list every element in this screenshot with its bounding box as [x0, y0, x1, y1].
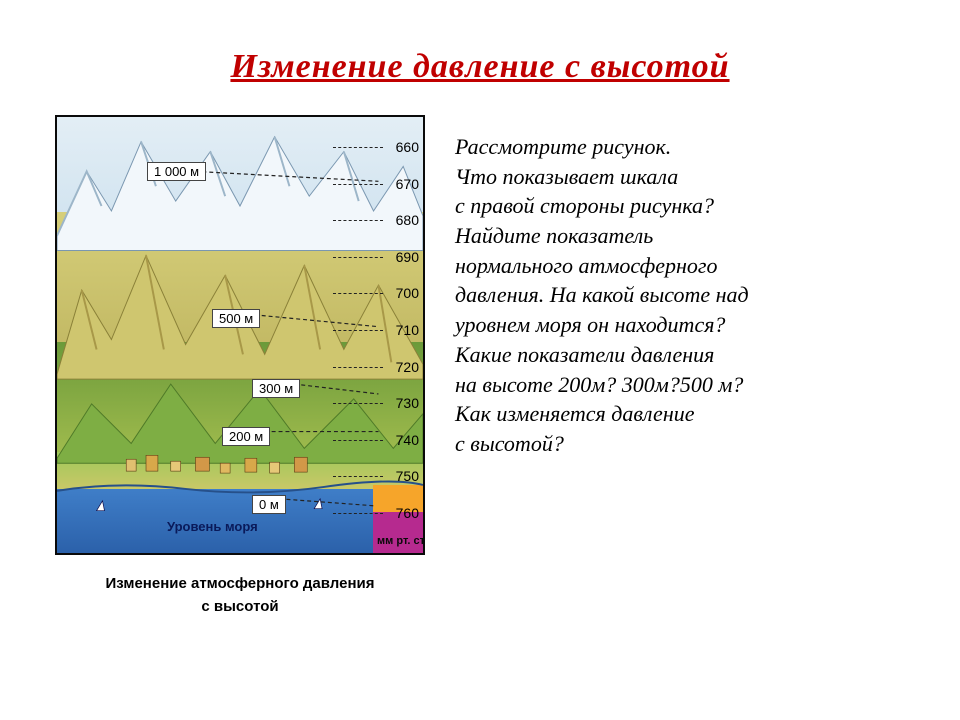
altitude-label: 200 м [222, 427, 270, 446]
scale-tick: 660 [379, 139, 419, 155]
scale-tick: 670 [379, 176, 419, 192]
prompt-line: Что показывает шкала [455, 162, 925, 192]
prompt-line: Найдите показатель [455, 221, 925, 251]
scale-tick: 690 [379, 249, 419, 265]
prompt-line: на высоте 200м? 300м?500 м? [455, 370, 925, 400]
page-title: Изменение давление с высотой [0, 48, 960, 86]
prompt-line: давления. На какой высоте над [455, 280, 925, 310]
scale-tick: 680 [379, 212, 419, 228]
scale-unit-label: мм рт. ст [377, 535, 425, 547]
altitude-label: 1 000 м [147, 162, 206, 181]
scale-tick: 720 [379, 359, 419, 375]
prompt-line: уровнем моря он находится? [455, 310, 925, 340]
caption-line-1: Изменение атмосферного давления [55, 573, 425, 596]
pressure-scale: 660 670 680 690 700 710 720 730 740 750 760 [375, 117, 419, 553]
scale-tick: 760 [379, 505, 419, 521]
mountain-svg [57, 117, 423, 552]
altitude-label: 500 м [212, 309, 260, 328]
prompt-line: нормального атмосферного [455, 251, 925, 281]
prompt-line: с правой стороны рисунка? [455, 191, 925, 221]
diagram-caption: Изменение атмосферного давления с высото… [55, 573, 425, 618]
sea-level-label: Уровень моря [167, 519, 258, 534]
pressure-altitude-diagram: 1 000 м 500 м 300 м 200 м 0 м 660 670 680 690 70… [55, 115, 425, 555]
altitude-label: 300 м [252, 379, 300, 398]
scale-tick: 710 [379, 322, 419, 338]
altitude-label: 0 м [252, 495, 286, 514]
scale-tick: 730 [379, 395, 419, 411]
diagram-container: 1 000 м 500 м 300 м 200 м 0 м 660 670 680 690 70… [55, 115, 425, 618]
scale-tick: 750 [379, 468, 419, 484]
prompt-line: Какие показатели давления [455, 340, 925, 370]
prompt-line: Рассмотрите рисунок. [455, 132, 925, 162]
caption-line-2: с высотой [55, 596, 425, 619]
prompt-line: Как изменяется давление [455, 399, 925, 429]
prompt-line: с высотой? [455, 429, 925, 459]
question-prompt: Рассмотрите рисунок.Что показывает шкала… [455, 132, 925, 459]
scale-tick: 700 [379, 285, 419, 301]
scale-tick: 740 [379, 432, 419, 448]
